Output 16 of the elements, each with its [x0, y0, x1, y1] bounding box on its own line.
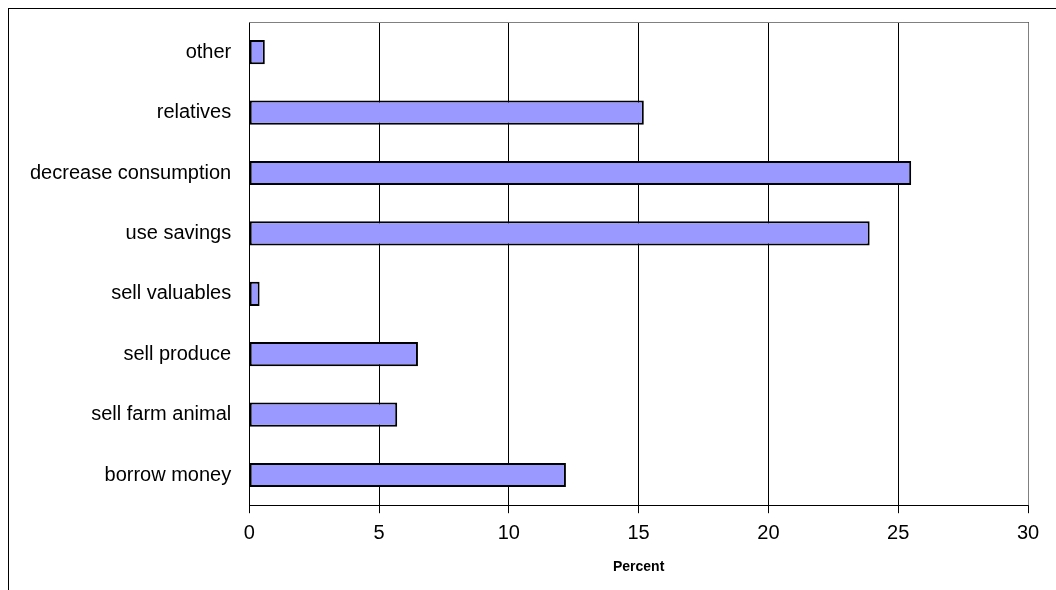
x-tick-label: 15: [627, 520, 650, 543]
y-tick-label: relatives: [156, 100, 232, 123]
y-tick-label: sell produce: [123, 341, 232, 364]
y-tick-label: other: [185, 39, 232, 62]
y-tick-label: sell valuables: [111, 281, 232, 304]
y-tick-label: borrow money: [104, 462, 232, 485]
x-tick-label: 25: [887, 520, 910, 543]
x-tick-label: 30: [1016, 520, 1040, 543]
x-tick-label: 20: [757, 520, 780, 543]
x-axis-title: Percent: [612, 558, 665, 575]
x-tick-label: 0: [243, 520, 255, 543]
y-tick-label: use savings: [125, 220, 232, 243]
x-tick-label: 5: [373, 520, 385, 543]
x-tick-label: 10: [497, 520, 520, 543]
y-tick-label: sell farm animal: [91, 402, 232, 425]
y-tick-label: decrease consumption: [30, 160, 232, 183]
